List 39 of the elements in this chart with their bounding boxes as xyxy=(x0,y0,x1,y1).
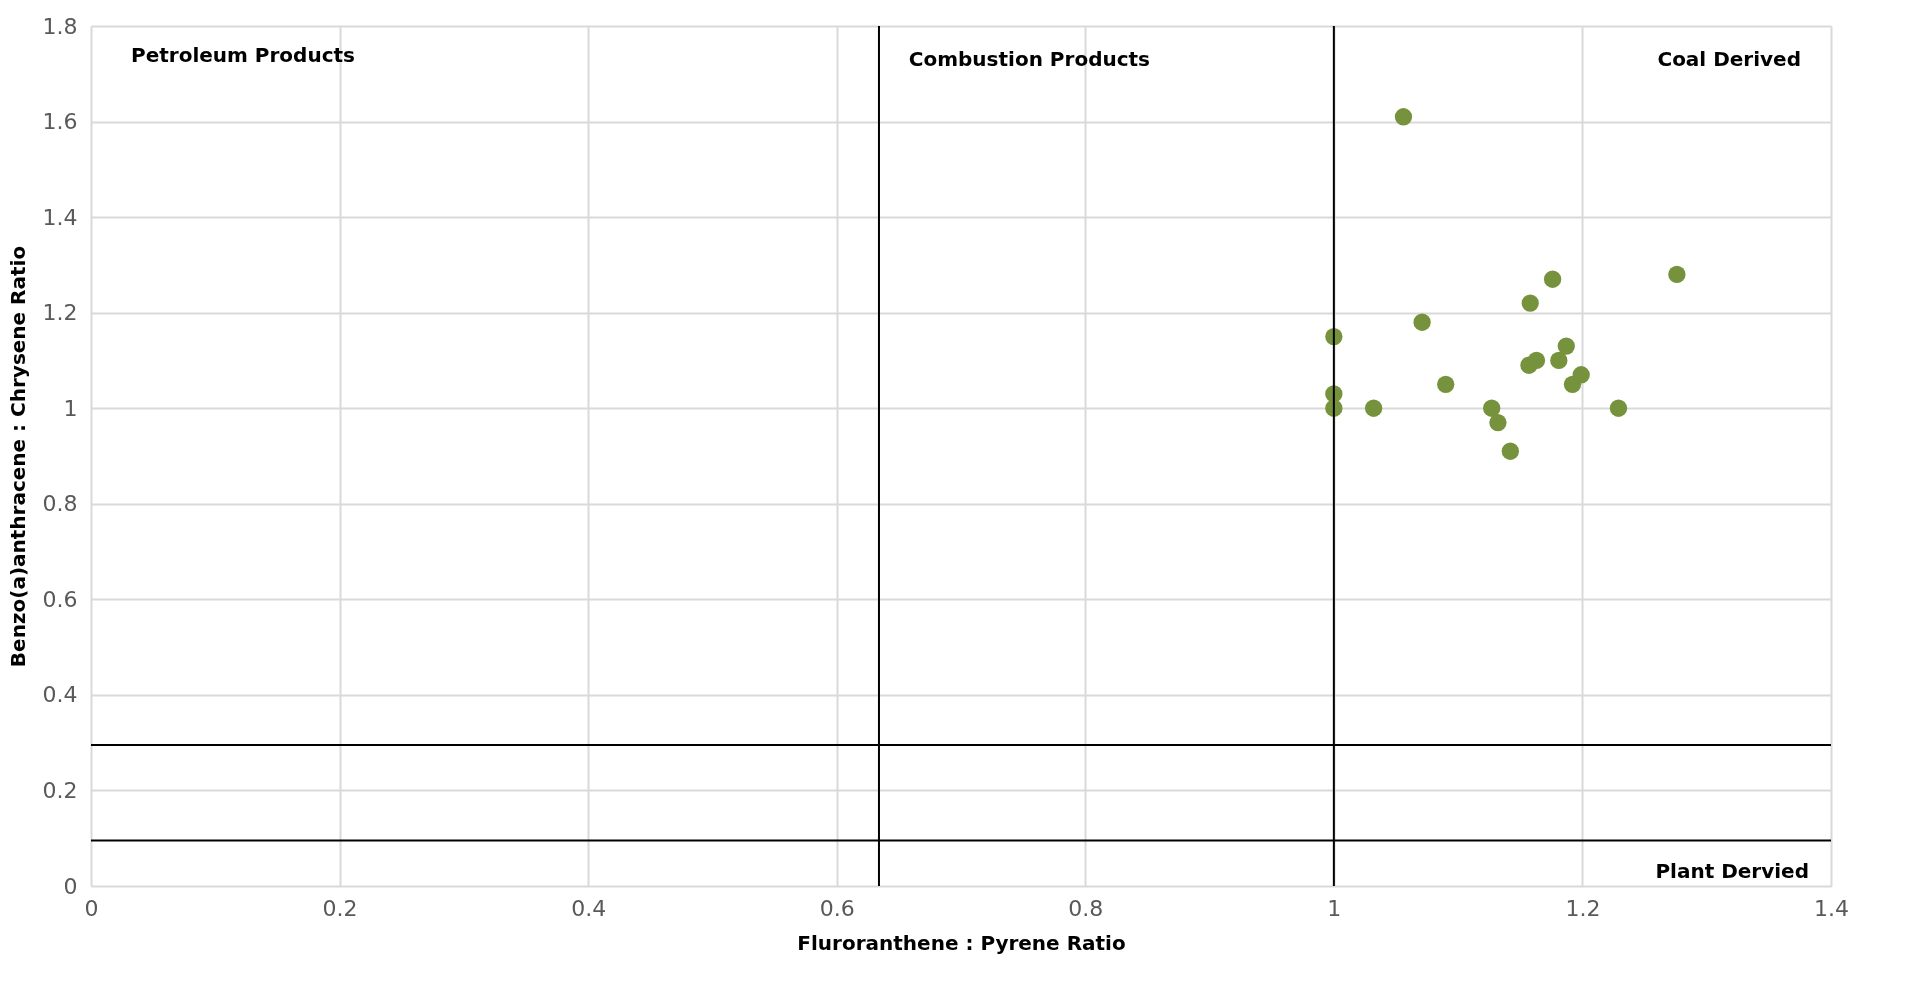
point xyxy=(1572,366,1590,384)
y-tick-label: 1.4 xyxy=(42,204,78,230)
point xyxy=(1609,399,1628,417)
x-tick-label: 1.4 xyxy=(1814,895,1849,921)
y-tick-label: 0.4 xyxy=(42,682,78,708)
point xyxy=(1394,108,1413,126)
point xyxy=(1413,313,1431,331)
x-tick-label: 0.8 xyxy=(1068,895,1104,921)
y-tick-label: 0.2 xyxy=(42,777,78,803)
x-tick-label: 0 xyxy=(84,895,99,921)
point xyxy=(1550,351,1568,370)
annotation: Plant Dervied xyxy=(1655,859,1809,883)
y-tick-label: 1.6 xyxy=(42,109,78,135)
x-tick-label: 0.6 xyxy=(819,895,855,921)
y-axis-title: Benzo(a)anthracene : Chrysene Ratio xyxy=(5,245,30,668)
y-tick-label: 0.6 xyxy=(42,586,78,612)
x-tick-label: 1.2 xyxy=(1565,895,1601,921)
point xyxy=(1557,337,1575,355)
x-tick-label: 1 xyxy=(1327,895,1342,921)
point xyxy=(1483,399,1501,417)
y-tick-label: 1.2 xyxy=(42,300,78,326)
y-tick-label: 1.8 xyxy=(42,13,78,39)
annotation: Coal Derived xyxy=(1657,47,1801,71)
point xyxy=(1527,351,1546,370)
point xyxy=(1364,399,1383,417)
y-tick-label: 0.8 xyxy=(42,491,78,517)
point xyxy=(1521,294,1539,312)
y-tick-label: 0 xyxy=(63,873,78,899)
y-tick-label: 1 xyxy=(63,395,78,421)
point xyxy=(1437,375,1455,393)
x-tick-label: 0.4 xyxy=(571,895,607,921)
annotation: Combustion Products xyxy=(908,47,1151,71)
point xyxy=(1489,413,1507,432)
x-tick-label: 0.2 xyxy=(322,895,358,921)
x-axis-title: Fluroranthene : Pyrene Ratio xyxy=(797,930,1126,955)
annotation: Petroleum Products xyxy=(131,43,355,67)
point xyxy=(1668,265,1686,284)
point xyxy=(1543,270,1562,288)
point xyxy=(1501,442,1519,460)
